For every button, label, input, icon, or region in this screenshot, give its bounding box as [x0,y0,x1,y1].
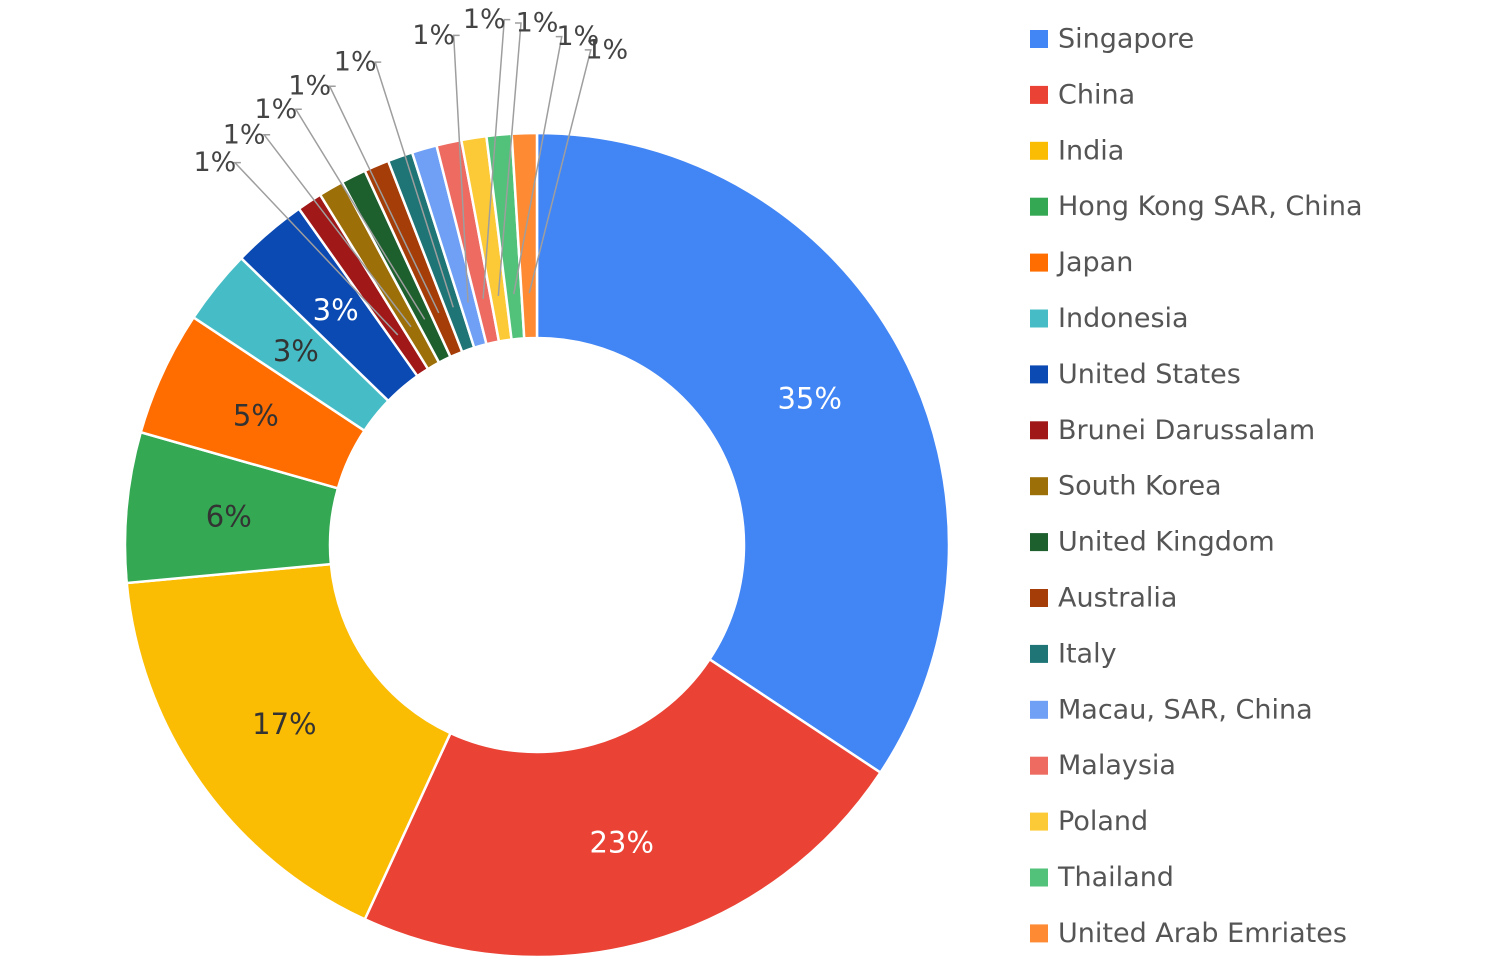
legend-swatch [1030,924,1048,943]
leader-line-brunei-darussalam [233,161,399,336]
leader-line-macau-sar-china [452,34,469,303]
legend-label: India [1058,135,1124,166]
slice-label-china: 23% [589,826,653,860]
legend-swatch [1030,365,1048,384]
legend-label: Malaysia [1058,750,1176,781]
legend-label: Singapore [1058,24,1194,55]
legend-label: Brunei Darussalam [1058,415,1315,446]
legend-label: United Kingdom [1058,527,1275,558]
legend-item-hong-kong-sar-china: Hong Kong SAR, China [1030,191,1363,222]
slice-label-united-arab-emriates: 1% [585,34,628,65]
legend-item-brunei-darussalam: Brunei Darussalam [1030,415,1315,446]
leader-line-united-kingdom [294,108,426,320]
legend-label: Australia [1058,583,1177,614]
leader-lines-group [233,18,592,336]
legend-swatch [1030,197,1048,216]
legend-item-india: India [1030,135,1124,166]
legend-swatch [1030,477,1048,496]
legend-label: Italy [1058,638,1117,669]
leader-line-thailand [513,35,563,295]
slice-label-united-kingdom: 1% [254,94,297,125]
legend-item-malaysia: Malaysia [1030,750,1176,781]
legend-item-macau-sar-china: Macau, SAR, China [1030,694,1313,725]
slice-label-macau-sar-china: 1% [412,20,455,51]
slice-singapore [535,131,951,775]
slice-label-poland: 1% [516,8,559,39]
slice-label-japan: 5% [233,399,279,433]
legend-swatch [1030,309,1048,328]
legend-swatch [1030,30,1048,48]
legend-item-south-korea: South Korea [1030,471,1222,502]
legend-label: Macau, SAR, China [1058,694,1313,725]
slice-label-australia: 1% [288,71,331,102]
legend-label: Thailand [1057,862,1174,893]
slice-label-india: 17% [252,707,316,741]
legend-swatch [1030,700,1048,719]
legend-swatch [1030,812,1048,831]
slice-label-south-korea: 1% [223,119,266,150]
legend-item-thailand: Thailand [1030,862,1174,893]
legend-label: China [1058,79,1135,110]
legend-item-indonesia: Indonesia [1030,303,1189,334]
leader-line-italy [374,61,454,308]
slice-label-thailand: 1% [556,21,599,52]
leader-line-malaysia [482,18,511,299]
legend-item-singapore: Singapore [1030,24,1194,55]
legend-label: Japan [1056,247,1133,278]
legend: Singapore China India Hong Kong SAR, China J… [1030,24,1363,949]
legend-swatch [1030,589,1048,607]
legend-swatch [1030,756,1048,775]
legend-item-poland: Poland [1030,806,1148,837]
legend-swatch [1030,141,1048,160]
legend-item-united-states: United States [1030,359,1241,390]
legend-item-china: China [1030,79,1135,110]
legend-label: Hong Kong SAR, China [1058,191,1363,222]
leader-line-south-korea [262,134,412,328]
leader-line-united-arab-emriates [528,49,592,294]
slice-label-indonesia: 3% [273,334,319,368]
slices-group [123,131,951,959]
legend-swatch [1030,644,1048,663]
slice-label-hong-kong-sar-china: 6% [206,499,252,533]
legend-label: Poland [1058,806,1148,837]
leader-line-australia [328,85,440,314]
legend-label: United States [1058,359,1241,390]
slice-india [125,562,453,921]
legend-swatch [1030,868,1048,887]
slice-label-malaysia: 1% [463,4,506,35]
legend-item-united-kingdom: United Kingdom [1030,527,1275,558]
legend-swatch [1030,533,1048,552]
legend-item-united-arab-emriates: United Arab Emriates [1030,918,1347,949]
legend-swatch [1030,421,1048,440]
legend-item-japan: Japan [1030,247,1133,278]
slice-label-italy: 1% [334,47,377,78]
leader-line-poland [497,22,522,297]
slice-label-singapore: 35% [777,382,841,416]
legend-label: Indonesia [1058,303,1189,334]
slice-china [363,657,883,959]
legend-label: South Korea [1058,471,1222,502]
legend-item-italy: Italy [1030,638,1117,669]
slice-label-united-states: 3% [313,293,359,327]
legend-label: United Arab Emriates [1058,918,1347,949]
slice-label-brunei-darussalam: 1% [193,147,236,178]
legend-swatch [1030,85,1048,104]
legend-item-australia: Australia [1030,583,1177,614]
slice-labels-group: 35%23%17%6%5%3%3%1%1%1%1%1%1%1% 1%1%1% [193,4,841,860]
legend-swatch [1030,253,1048,272]
